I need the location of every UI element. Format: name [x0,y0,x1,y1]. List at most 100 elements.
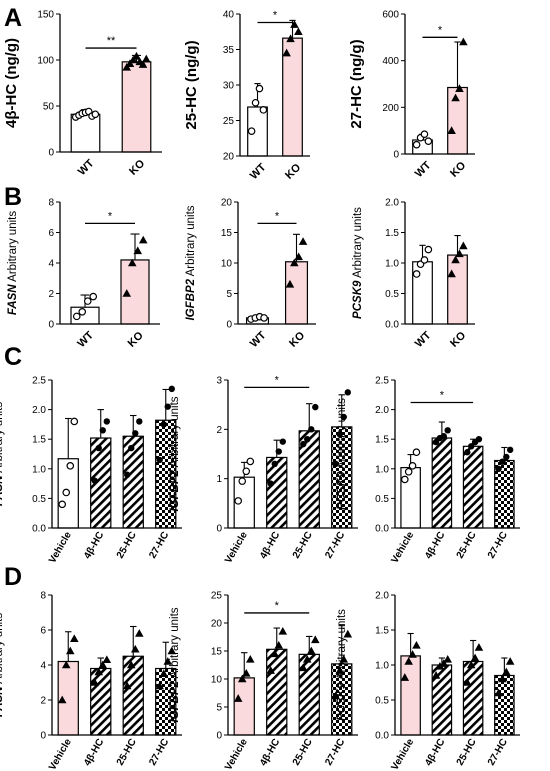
y-axis-title-gene: IGFBP2 [185,278,197,320]
data-point [132,51,141,60]
y-tick-label: 8 [40,591,46,602]
y-tick-label: 4 [48,259,54,270]
bar [121,61,152,153]
data-point [241,668,251,677]
data-point [259,106,268,114]
data-point [447,269,456,278]
y-tick-label: 1.5 [385,228,399,239]
data-point [122,289,132,297]
y-tick-label: 6 [40,626,46,637]
bar [90,667,112,736]
y-axis-title-gene: FASN [0,475,5,506]
x-tick-label: WT [413,329,434,350]
x-tick-label: Vehicle [47,530,74,566]
data-point [168,385,175,393]
data-point [502,667,511,676]
data-point [331,691,340,700]
x-tick-label: 27-HC [486,530,510,561]
y-axis-title-units: Arbitrary units [169,607,181,681]
y-axis-title: FASN Arbitrary units [0,402,5,506]
data-point [266,666,275,674]
data-point [160,421,167,428]
y-axis-title-units: Arbitrary units [169,396,181,470]
y-tick-label: 0 [48,148,54,159]
data-point [499,458,506,465]
data-point [294,252,303,261]
data-point [282,48,291,57]
bar [462,445,484,529]
x-tick-label: Vehicle [389,737,416,771]
y-axis-title-units: Arbitrary units [336,609,348,683]
data-point [103,418,110,425]
data-point [463,678,472,686]
data-point [408,462,417,470]
data-point [167,646,177,655]
y-axis-title-units: Arbitrary units [0,402,5,476]
y-tick-label: 600 [382,10,399,21]
bar [266,648,288,736]
x-tick-label: KO [448,329,468,349]
data-point [155,681,164,690]
data-point [495,465,502,472]
data-point [255,84,264,93]
data-point [498,674,507,683]
y-tick-label: 150 [37,10,54,21]
x-tick-label: 27-HC [147,530,171,561]
data-point [340,413,347,421]
y-axis-title-gene: PCSK9 [352,280,364,319]
y-tick-label: 15 [211,647,223,658]
data-point [432,438,440,446]
x-tick-label: 4β-HC [423,530,447,561]
data-point [237,674,247,683]
y-axis-title: IGFBP2 Arbitrary units [169,396,181,511]
data-point [159,669,169,678]
x-tick-label: 25-HC [115,737,139,768]
bar [494,674,515,736]
y-tick-label: 5 [216,703,222,714]
data-point [275,448,282,455]
x-tick-label: 4β-HC [82,737,106,768]
bar [233,677,255,736]
data-point [128,55,138,64]
chart-9: 0.0 0.5 1.0 1.5 2.0 2.5 Vehicle 4β-HC 25-HC 27-HC… [336,376,520,565]
data-point [506,446,514,454]
y-tick-label: 2.0 [32,405,46,416]
y-axis-title: IGFBP2 Arbitrary units [169,607,181,722]
data-point [142,54,151,63]
significance-label: * [438,24,443,36]
y-axis-title: IGFBP2 Arbitrary units [185,205,197,320]
data-point [122,681,132,690]
data-point [279,438,286,445]
data-point [57,695,67,704]
data-point [99,427,106,434]
panel-letter-d: D [4,563,22,591]
y-tick-label: 1 [216,474,222,485]
data-point [65,646,75,655]
x-tick-label: Vehicle [223,530,250,566]
y-axis-title-gene: IGFBP2 [169,469,181,511]
data-point [300,440,307,448]
y-tick-label: 2.0 [375,591,389,602]
x-tick-label: 4β-HC [82,530,106,561]
x-tick-label: 25-HC [455,737,479,768]
data-point [302,654,312,663]
data-point [420,256,429,264]
chart-5: 0 5 10 15 20 WT KO IGFBP2 Arbitrary units * [185,198,316,350]
data-point [91,110,100,119]
chart-4: 0 2 4 6 8 WT KO FASN Arbitrary units * [7,198,160,350]
data-point [494,688,503,697]
data-point [102,655,112,664]
data-point [306,646,316,655]
x-tick-label: WT [248,329,269,350]
x-tick-label: 4β-HC [423,737,447,768]
data-point [95,444,102,452]
chart-8: 0 1 2 3 Vehicle 4β-HC 25-HC 27-HC IGFBP2 Arbitra… [169,374,358,565]
bar [266,456,288,529]
data-point [163,657,173,665]
data-point [412,140,421,149]
bar [431,437,453,529]
y-tick-label: 0 [40,731,46,742]
y-tick-label: 4 [40,661,46,672]
data-point [138,235,148,244]
data-point [444,427,451,434]
